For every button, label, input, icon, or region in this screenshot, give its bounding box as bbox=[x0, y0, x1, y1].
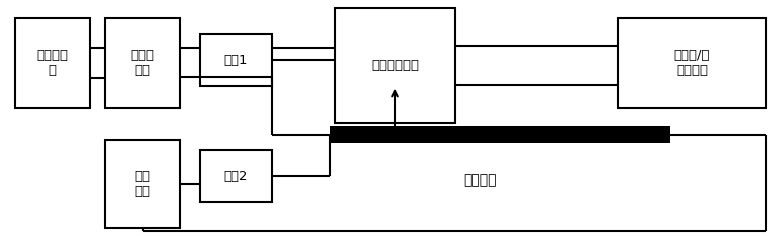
Bar bbox=[330, 126, 670, 143]
Bar bbox=[105, 140, 180, 228]
Bar bbox=[200, 34, 272, 86]
Bar bbox=[15, 18, 90, 108]
Bar bbox=[200, 150, 272, 202]
Text: 载流导线: 载流导线 bbox=[463, 173, 497, 187]
Bar bbox=[105, 18, 180, 108]
Text: 示波器/频
谱分析仪: 示波器/频 谱分析仪 bbox=[674, 49, 710, 77]
Text: 信号发生
器: 信号发生 器 bbox=[37, 49, 69, 77]
Bar bbox=[335, 8, 455, 123]
Text: 直流
电源: 直流 电源 bbox=[135, 170, 150, 198]
Text: 功率放
大器: 功率放 大器 bbox=[131, 49, 155, 77]
Text: 磁通门传感器: 磁通门传感器 bbox=[371, 59, 419, 72]
Text: 电流2: 电流2 bbox=[224, 169, 248, 182]
Text: 电流1: 电流1 bbox=[224, 54, 248, 67]
Bar bbox=[618, 18, 766, 108]
